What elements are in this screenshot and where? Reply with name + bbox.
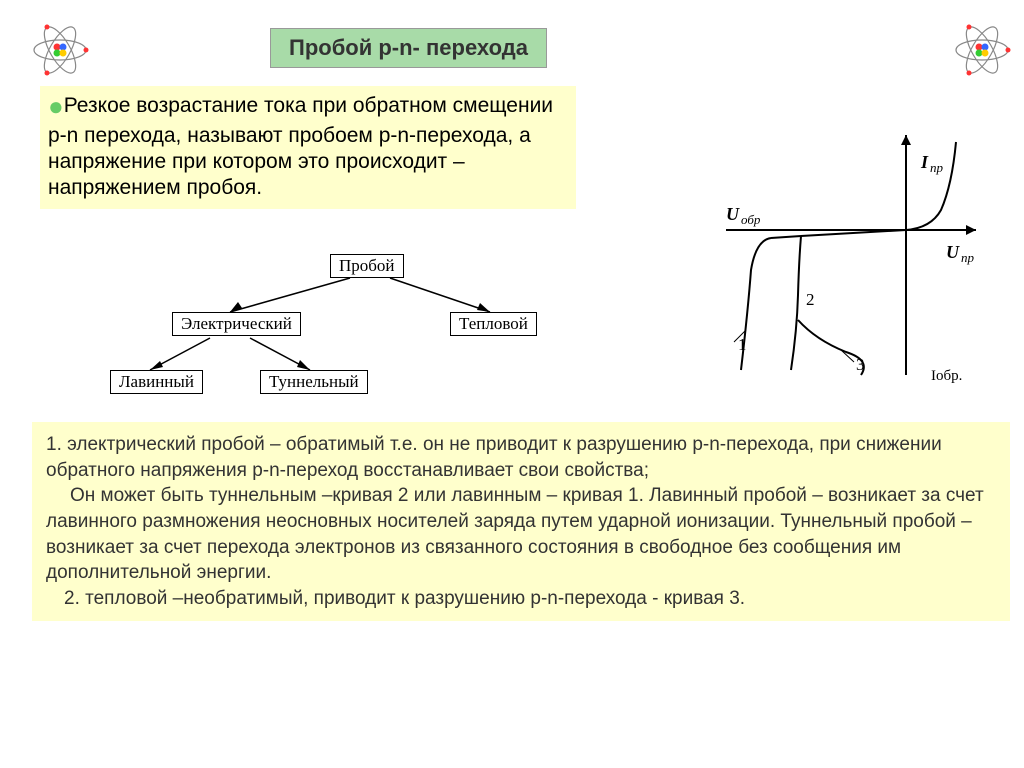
curve-1-label: 1 — [738, 335, 747, 354]
x-left-label: U — [726, 204, 740, 224]
explain-para-2: Он может быть туннельным –кривая 2 или л… — [46, 483, 996, 586]
svg-text:пр: пр — [961, 250, 975, 265]
curve-3-label: 3 — [856, 355, 865, 374]
y-bottom-label: Iобр. — [931, 368, 962, 384]
intro-content: Резкое возрастание тока при обратном сме… — [48, 94, 553, 199]
intro-text: ●Резкое возрастание тока при обратном см… — [40, 86, 576, 209]
tree-tunnel: Туннельный — [260, 370, 368, 394]
slide-title: Пробой p-n- перехода — [270, 28, 547, 68]
svg-text:пр: пр — [930, 160, 944, 175]
explain-para-1: 1. электрический пробой – обратимый т.е.… — [46, 432, 996, 483]
tree-root: Пробой — [330, 254, 404, 278]
breakdown-tree: Пробой Электрический Тепловой Лавинный Т… — [120, 248, 640, 408]
atom-icon-left — [30, 20, 90, 80]
bullet-icon: ● — [48, 91, 64, 121]
tree-avalanche: Лавинный — [110, 370, 203, 394]
atom-icon-right — [952, 20, 1012, 80]
y-axis-label: I — [920, 152, 929, 172]
tree-thermal: Тепловой — [450, 312, 537, 336]
explanation-box: 1. электрический пробой – обратимый т.е.… — [32, 422, 1010, 621]
svg-text:обр: обр — [741, 212, 761, 227]
tree-electrical: Электрический — [172, 312, 301, 336]
explain-para-3: 2. тепловой –необратимый, приводит к раз… — [46, 586, 996, 612]
curve-2-label: 2 — [806, 290, 815, 309]
iv-curve-graph: I пр U обр U пр Iобр. 1 2 3 — [706, 120, 996, 390]
x-right-label: U — [946, 242, 960, 262]
